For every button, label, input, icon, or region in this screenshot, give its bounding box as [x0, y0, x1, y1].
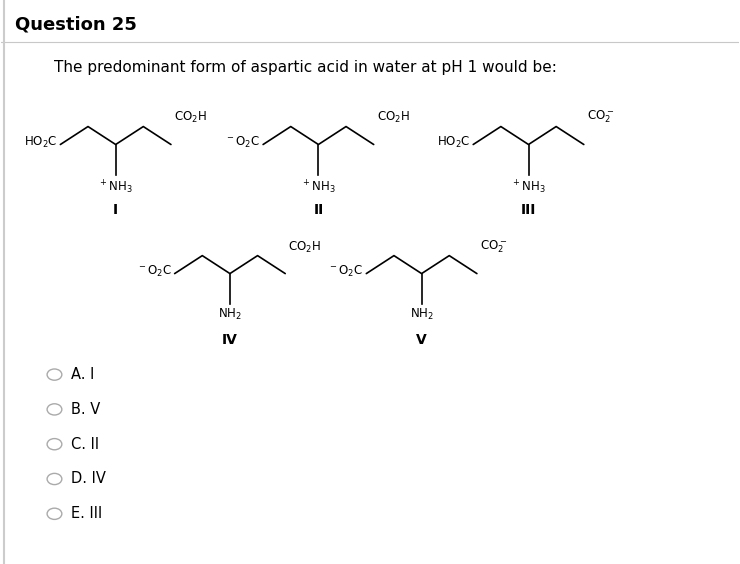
Text: D. IV: D. IV: [71, 472, 106, 487]
Text: $\mathregular{^+NH_3}$: $\mathregular{^+NH_3}$: [98, 178, 133, 196]
Text: $\mathregular{CO_2^-}$: $\mathregular{CO_2^-}$: [480, 238, 507, 254]
Text: $\mathregular{^-O_2C}$: $\mathregular{^-O_2C}$: [225, 135, 260, 150]
Text: $\mathregular{HO_2C}$: $\mathregular{HO_2C}$: [437, 135, 470, 150]
Text: $\mathregular{NH_2}$: $\mathregular{NH_2}$: [218, 307, 242, 323]
Text: $\mathregular{CO_2H}$: $\mathregular{CO_2H}$: [377, 111, 409, 125]
Text: $\mathregular{CO_2H}$: $\mathregular{CO_2H}$: [288, 239, 321, 254]
Text: $\mathregular{CO_2^-}$: $\mathregular{CO_2^-}$: [587, 109, 614, 125]
Text: $\mathregular{^+NH_3}$: $\mathregular{^+NH_3}$: [511, 178, 546, 196]
Text: I: I: [113, 204, 118, 218]
Text: $\mathregular{^-O_2C}$: $\mathregular{^-O_2C}$: [329, 264, 363, 279]
Text: B. V: B. V: [71, 402, 100, 417]
Text: II: II: [313, 204, 323, 218]
Text: Question 25: Question 25: [15, 15, 137, 33]
Text: $\mathregular{NH_2}$: $\mathregular{NH_2}$: [409, 307, 434, 323]
Text: V: V: [416, 333, 427, 346]
Text: $\mathregular{^-O_2C}$: $\mathregular{^-O_2C}$: [137, 264, 172, 279]
Text: IV: IV: [222, 333, 238, 346]
Text: C. II: C. II: [71, 437, 99, 452]
Text: $\mathregular{CO_2H}$: $\mathregular{CO_2H}$: [174, 111, 206, 125]
Text: A. I: A. I: [71, 367, 94, 382]
Text: E. III: E. III: [71, 506, 102, 521]
Text: The predominant form of aspartic acid in water at pH 1 would be:: The predominant form of aspartic acid in…: [55, 60, 557, 76]
Text: $\mathregular{HO_2C}$: $\mathregular{HO_2C}$: [24, 135, 58, 150]
Text: III: III: [521, 204, 536, 218]
Text: $\mathregular{^+NH_3}$: $\mathregular{^+NH_3}$: [301, 178, 336, 196]
